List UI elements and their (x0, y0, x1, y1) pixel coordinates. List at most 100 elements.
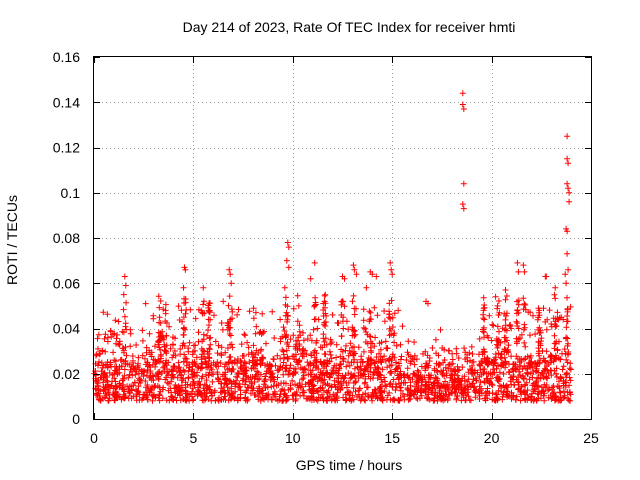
data-point (167, 345, 174, 352)
data-point (360, 324, 367, 331)
data-point (274, 374, 281, 381)
data-point (120, 329, 127, 336)
data-point (185, 345, 192, 352)
data-point (480, 315, 487, 322)
data-point (389, 314, 396, 321)
data-point (564, 306, 571, 313)
data-point (180, 314, 187, 321)
data-point (228, 396, 234, 403)
data-point (340, 375, 347, 382)
data-point (389, 271, 396, 278)
y-tick-label: 0.14 (53, 94, 80, 110)
data-point (335, 370, 342, 377)
data-point (166, 323, 173, 330)
data-point (168, 393, 174, 400)
data-point (142, 355, 148, 362)
data-point (537, 340, 544, 347)
data-point (156, 397, 163, 404)
data-point (203, 371, 209, 378)
data-point (350, 326, 356, 333)
data-point (241, 331, 248, 338)
data-point (128, 395, 135, 402)
data-point (324, 394, 331, 401)
data-point (553, 370, 559, 377)
data-point (431, 382, 438, 389)
data-point (566, 198, 573, 205)
data-point (456, 366, 463, 373)
data-point (242, 332, 249, 339)
data-point (349, 344, 356, 351)
data-point (131, 379, 138, 386)
data-point (565, 266, 572, 273)
data-point (320, 335, 327, 342)
data-point (172, 335, 178, 342)
data-point (120, 375, 127, 382)
data-point (336, 365, 343, 372)
data-point (511, 381, 518, 388)
data-point (367, 368, 374, 375)
data-point (560, 363, 567, 370)
data-point (242, 378, 249, 385)
data-point (203, 377, 210, 384)
data-point (132, 366, 139, 373)
data-point (411, 370, 417, 377)
data-point (437, 361, 443, 368)
data-point (194, 392, 201, 399)
data-point (170, 363, 177, 370)
data-point (404, 349, 411, 356)
data-point (376, 389, 383, 396)
data-point (157, 298, 164, 304)
data-point (544, 375, 551, 382)
data-point (350, 292, 357, 299)
data-point (283, 365, 290, 372)
data-point (163, 357, 170, 364)
data-point (296, 343, 303, 349)
data-point (378, 359, 385, 366)
data-point (352, 331, 359, 338)
data-point (502, 334, 509, 341)
data-point (426, 358, 433, 364)
data-point (539, 370, 546, 377)
data-point (395, 307, 402, 314)
data-point (254, 368, 260, 375)
data-point (406, 395, 413, 402)
data-point (206, 307, 213, 314)
data-point (459, 90, 466, 97)
data-point (252, 309, 259, 316)
data-point (340, 356, 347, 362)
data-point (413, 356, 420, 363)
data-point (257, 397, 264, 404)
data-point (253, 347, 260, 354)
data-point (379, 366, 386, 373)
data-point (191, 382, 198, 389)
data-point (355, 369, 362, 376)
data-point (237, 391, 244, 398)
data-point (499, 396, 506, 403)
data-point (211, 312, 217, 319)
data-point (389, 383, 396, 390)
data-point (304, 336, 311, 342)
data-point (283, 257, 290, 264)
data-point (351, 380, 357, 386)
data-point (513, 353, 520, 360)
data-point (189, 385, 196, 392)
data-point (319, 377, 326, 384)
data-point (313, 363, 319, 370)
data-point (343, 363, 350, 370)
data-point (338, 361, 344, 368)
data-point (292, 369, 299, 375)
data-point (391, 339, 398, 346)
data-point (496, 369, 503, 376)
data-point (294, 318, 301, 325)
data-point (526, 376, 533, 383)
data-point (162, 360, 169, 367)
data-point (551, 393, 558, 400)
data-point (284, 239, 291, 246)
data-point (124, 383, 131, 390)
data-point (281, 328, 288, 334)
data-point (207, 334, 214, 341)
data-point (128, 368, 135, 375)
data-point (392, 381, 399, 388)
data-point (229, 308, 236, 315)
data-point (368, 357, 375, 364)
